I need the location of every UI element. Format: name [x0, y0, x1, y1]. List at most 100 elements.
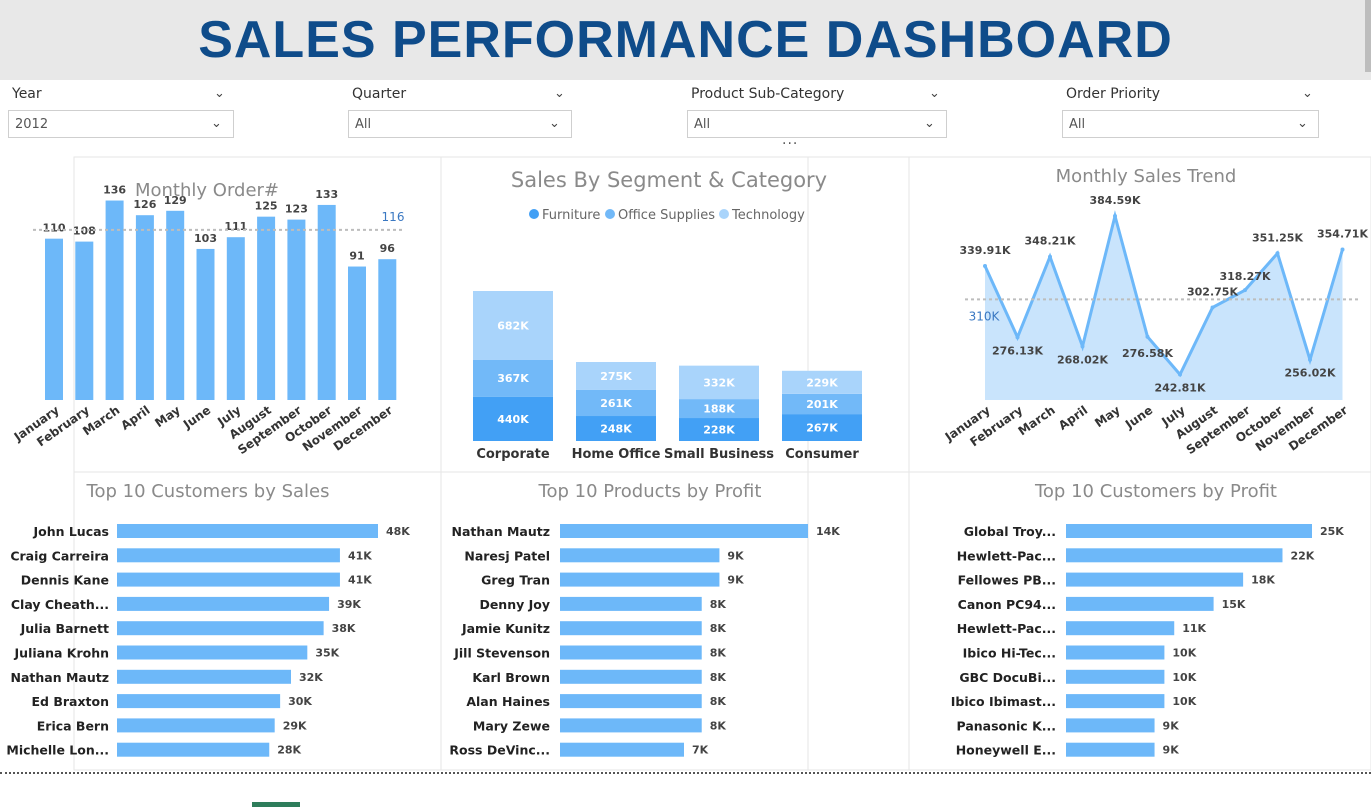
tick-label: Consumer	[785, 447, 859, 462]
tick-label: Greg Tran	[481, 573, 550, 588]
slicer-product-sub-category-label: Product Sub-Category	[691, 86, 845, 102]
data-label: 8K	[710, 719, 727, 732]
data-label: 35K	[315, 647, 339, 660]
stacked-bar-segment	[782, 414, 862, 441]
chevron-down-icon[interactable]: ⌄	[214, 86, 225, 101]
chart-title: Monthly Order#	[135, 180, 279, 201]
data-label: 9K	[727, 549, 744, 562]
slicer-order-priority-label: Order Priority	[1066, 86, 1161, 102]
quarter-value: All	[355, 117, 372, 132]
data-point	[1048, 254, 1052, 259]
data-label: 28K	[277, 744, 301, 757]
scrollbar[interactable]	[1365, 0, 1371, 72]
tick-label: Ibico Ibimast...	[951, 694, 1056, 709]
tick-label: GBC DocuBi...	[959, 670, 1056, 685]
chart-title: Top 10 Customers by Profit	[1034, 481, 1277, 502]
bar	[117, 548, 340, 563]
year-dropdown[interactable]: 2012 ⌄	[8, 110, 234, 138]
legend-entry: Furniture	[542, 208, 600, 223]
data-label: 91	[349, 250, 364, 263]
average-label: 116	[382, 210, 405, 224]
chevron-down-icon[interactable]: ⌄	[929, 86, 940, 101]
bar	[117, 669, 291, 684]
more-options-icon[interactable]: ...	[782, 132, 799, 148]
legend-entry: Technology	[731, 208, 805, 223]
bar	[226, 237, 245, 400]
stacked-bar-segment	[473, 359, 553, 397]
data-label: 41K	[348, 574, 372, 587]
data-label: 48K	[386, 525, 410, 538]
data-label: 339.91K	[960, 244, 1011, 257]
data-label: 126	[133, 198, 156, 211]
data-label: 32K	[299, 671, 323, 684]
bar	[117, 718, 275, 733]
page-tab-indicator[interactable]	[252, 802, 300, 807]
product-sub-category-dropdown[interactable]: All ⌄	[687, 110, 947, 138]
chevron-down-icon[interactable]: ⌄	[211, 116, 222, 131]
tick-label: Canon PC94...	[958, 597, 1056, 612]
bar	[1066, 645, 1165, 660]
tick-label: Global Troy...	[964, 524, 1056, 539]
bar	[117, 694, 281, 709]
order-priority-dropdown[interactable]: All ⌄	[1062, 110, 1319, 138]
tick-label: Mary Zewe	[473, 718, 550, 733]
chevron-down-icon[interactable]: ⌄	[1297, 116, 1308, 131]
data-label: 111	[224, 220, 247, 233]
data-label: 229K	[806, 376, 838, 389]
tick-label: April	[1056, 403, 1090, 433]
data-label: 129	[164, 194, 187, 207]
tick-label: Hewlett-Pac...	[957, 548, 1056, 563]
data-point	[1113, 214, 1117, 219]
bar	[117, 524, 378, 538]
bar	[1066, 596, 1214, 611]
stacked-bar-segment	[473, 291, 553, 360]
tick-label: Craig Carreira	[10, 548, 109, 563]
chart-title: Sales By Segment & Category	[511, 168, 827, 192]
slicer-product-sub-category: Product Sub-Category ⌄ All ⌄	[687, 82, 947, 142]
chevron-down-icon[interactable]: ⌄	[1302, 86, 1313, 101]
data-label: 228K	[703, 424, 735, 437]
data-point	[1178, 372, 1182, 377]
bar	[378, 259, 397, 400]
quarter-dropdown[interactable]: All ⌄	[348, 110, 572, 138]
chevron-down-icon[interactable]: ⌄	[549, 116, 560, 131]
tick-label: May	[1092, 403, 1123, 430]
slicer-quarter: Quarter ⌄ All ⌄	[348, 82, 574, 142]
title-banner: SALES PERFORMANCE DASHBOARD	[0, 0, 1371, 80]
chevron-down-icon[interactable]: ⌄	[924, 116, 935, 131]
data-label: 242.81K	[1155, 382, 1206, 395]
data-point	[1243, 288, 1247, 293]
page-divider	[0, 772, 1371, 774]
data-label: 318.27K	[1220, 270, 1271, 283]
slicer-quarter-label: Quarter	[352, 86, 407, 102]
data-label: 302.75K	[1187, 286, 1238, 299]
tick-label: Home Office	[572, 447, 661, 462]
tick-label: Panasonic K...	[957, 718, 1057, 733]
panel-border	[908, 471, 1371, 771]
bar	[1066, 621, 1175, 636]
tick-label: Dennis Kane	[21, 573, 109, 588]
bar	[560, 572, 720, 587]
data-label: 39K	[337, 598, 361, 611]
data-label: 201K	[806, 398, 838, 411]
bar	[117, 645, 308, 660]
data-label: 41K	[348, 549, 372, 562]
data-label: 123	[285, 203, 308, 216]
data-label: 136	[103, 184, 126, 197]
bar	[560, 548, 720, 563]
tick-label: April	[118, 403, 152, 433]
data-point	[1275, 251, 1280, 256]
tick-label: Hewlett-Pac...	[957, 621, 1056, 636]
bar	[560, 669, 702, 684]
chevron-down-icon[interactable]: ⌄	[554, 86, 565, 101]
data-label: 9K	[727, 574, 744, 587]
data-label: 367K	[497, 372, 529, 385]
bar	[117, 572, 340, 587]
data-label: 276.58K	[1122, 347, 1173, 360]
data-label: 256.02K	[1285, 367, 1336, 380]
bar	[45, 238, 63, 400]
data-label: 30K	[288, 695, 312, 708]
bar	[560, 524, 808, 538]
data-point	[1340, 247, 1345, 252]
area-fill	[985, 216, 1343, 400]
